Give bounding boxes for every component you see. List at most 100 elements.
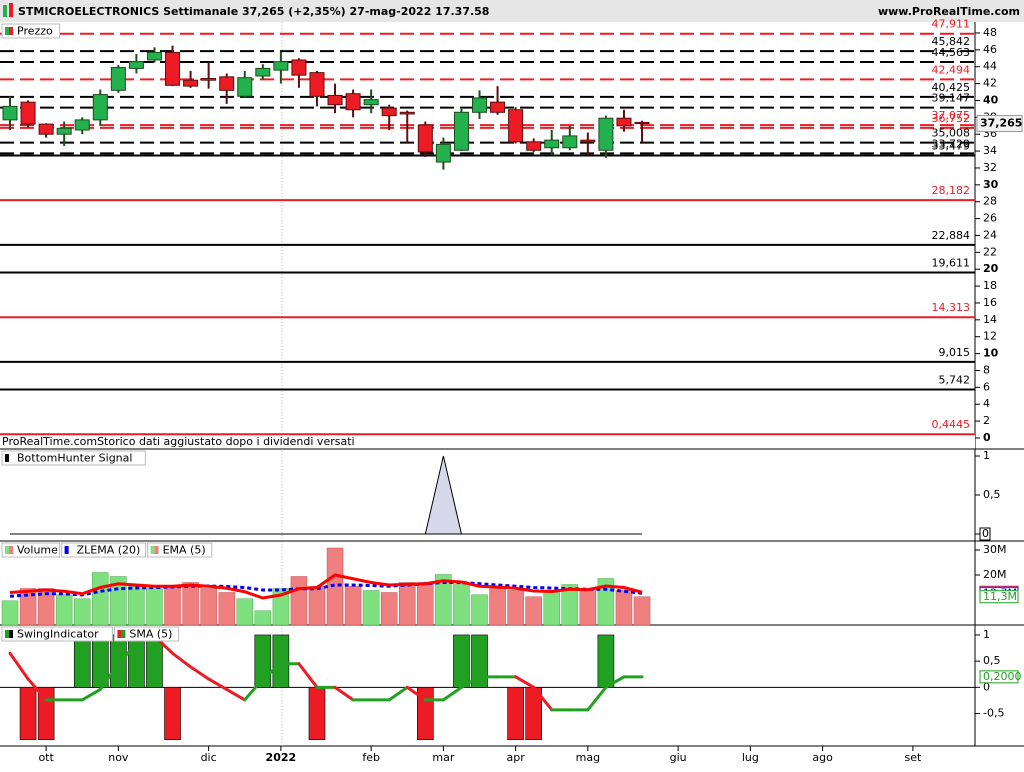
y-tick-label: 6: [983, 380, 990, 393]
swing-bar: [507, 687, 524, 741]
last-price-label: 37,265: [980, 117, 1022, 130]
candle-body: [634, 121, 650, 125]
candle-body: [110, 67, 126, 91]
y-tick-label: 20M: [983, 568, 1007, 581]
level-label: 47,911: [932, 18, 971, 31]
volume-bar: [597, 578, 615, 626]
volume-bar: [236, 598, 254, 626]
y-tick-label: 48: [983, 26, 997, 39]
volume-bar: [579, 590, 597, 626]
level-label: 36,752: [932, 112, 971, 125]
sma-segment: [26, 677, 48, 702]
volume-bar: [435, 574, 452, 626]
volume-bar: [218, 592, 235, 626]
swing-bar: [272, 634, 290, 688]
value-tag: 0,2000: [983, 670, 1022, 683]
value-tag-box: [979, 670, 1019, 684]
candle-body: [165, 51, 181, 86]
y-tick-label: 12: [983, 330, 997, 343]
legend-label: Volume: [17, 544, 58, 557]
last-price-box: [976, 115, 1023, 133]
sma-segment: [116, 641, 138, 666]
swing-bar: [597, 634, 615, 688]
candle-body: [381, 107, 397, 117]
volume-bar: [507, 590, 524, 626]
y-tick-label: 40: [983, 93, 999, 106]
header-site: www.ProRealTime.com: [878, 5, 1020, 18]
candle-body: [580, 139, 596, 143]
note-bg: [0, 433, 975, 449]
legend-swatch: [9, 546, 13, 554]
candle-body: [92, 94, 108, 121]
sma-segment: [297, 662, 319, 689]
x-tick-label: apr: [506, 751, 525, 764]
candle-body: [616, 117, 632, 127]
candle-body: [2, 105, 18, 121]
candle-body: [128, 61, 144, 69]
volume-bar: [164, 586, 181, 626]
y-tick-label: 0: [983, 680, 990, 693]
legend-swatch: [5, 454, 9, 462]
y-tick-label: 22: [983, 245, 997, 258]
level-label: 37,075: [932, 109, 971, 122]
value-tag: 0: [982, 527, 989, 540]
candle-body: [472, 97, 488, 113]
y-tick-label: 26: [983, 212, 997, 225]
candle-body: [345, 93, 361, 111]
y-tick-label: 14: [983, 313, 997, 326]
volume-bar: [19, 588, 37, 626]
candle-body: [598, 117, 614, 151]
swing-bar: [73, 634, 91, 688]
legend-box: [1, 542, 61, 558]
sma-segment: [514, 675, 536, 689]
y-tick-label: 34: [983, 144, 997, 157]
y-tick-label: 8: [983, 363, 990, 376]
swing-bar: [453, 634, 470, 688]
level-label: 9,015: [939, 346, 971, 359]
candle-body: [219, 76, 235, 91]
legend-label: ZLEMA (20): [77, 544, 141, 557]
sma-segment: [171, 651, 193, 669]
swing-bar: [110, 634, 127, 688]
sma-segment: [243, 677, 265, 702]
candle-body: [146, 51, 162, 61]
x-tick-label: dic: [201, 751, 217, 764]
sma-segment: [189, 665, 211, 681]
legend-swatch: [117, 630, 122, 638]
footer-note: ProRealTime.comStorico dati aggiustato d…: [2, 435, 355, 448]
volume-bar: [380, 592, 398, 626]
x-tick-label: giu: [670, 751, 687, 764]
volume-bar: [290, 576, 308, 626]
sma-segment: [333, 685, 355, 702]
legend-swatch: [5, 630, 9, 638]
x-tick-label: nov: [108, 751, 129, 764]
sma-segment: [586, 685, 608, 712]
legend-label: SwingIndicator: [17, 628, 99, 641]
y-tick-label: 0,5: [983, 654, 1001, 667]
sma-segment: [207, 677, 229, 691]
legend-box: [113, 626, 180, 642]
y-tick-label: 42: [983, 77, 997, 90]
sma-segment: [225, 687, 247, 702]
y-tick-label: -0,5: [983, 707, 1004, 720]
volume-bar: [92, 572, 109, 626]
swing-bar: [471, 634, 488, 688]
swing-bar: [164, 687, 181, 741]
y-tick-label: 10: [983, 347, 999, 360]
candle-body: [435, 143, 451, 163]
x-tick-label: feb: [362, 751, 380, 764]
candle-body: [544, 139, 560, 149]
volume-bar: [453, 584, 470, 626]
x-tick-label: set: [904, 751, 921, 764]
legend-label: Prezzo: [17, 25, 53, 38]
level-label: 33,479: [932, 139, 971, 152]
volume-bar: [254, 610, 272, 626]
volume-bar: [417, 582, 434, 626]
volume-bar: [272, 588, 290, 626]
legend-swatch: [121, 630, 126, 638]
legend-box: [147, 542, 213, 558]
volume-bar: [615, 590, 633, 626]
candle-body: [38, 123, 54, 135]
legend-label: BottomHunter Signal: [17, 452, 132, 465]
